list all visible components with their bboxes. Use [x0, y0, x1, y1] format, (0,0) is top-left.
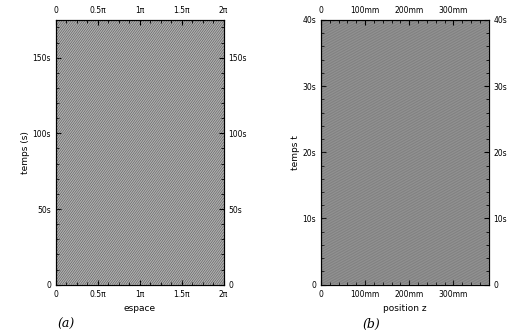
X-axis label: position z: position z — [383, 304, 427, 313]
Text: (a): (a) — [58, 318, 75, 331]
Y-axis label: temps (s): temps (s) — [21, 131, 30, 174]
X-axis label: espace: espace — [124, 304, 156, 313]
Text: (b): (b) — [363, 318, 380, 331]
Y-axis label: temps t: temps t — [291, 135, 300, 170]
